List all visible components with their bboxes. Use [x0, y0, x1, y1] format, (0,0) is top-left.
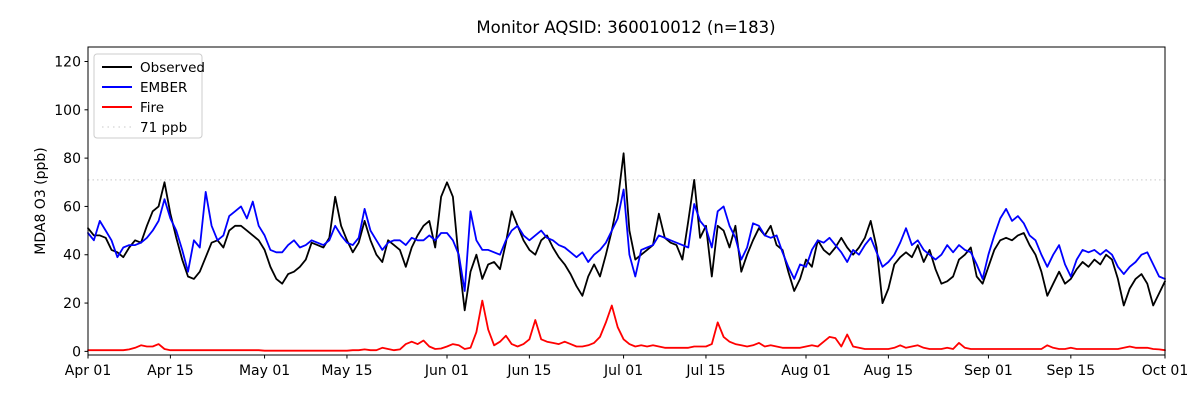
legend-label-threshold: 71 ppb — [140, 120, 187, 136]
x-tick-label: Aug 01 — [781, 363, 831, 379]
x-tick-label: Apr 15 — [147, 363, 193, 379]
series-line-ember — [87, 188, 1166, 292]
x-tick-label: Sep 01 — [964, 363, 1013, 379]
x-tick-label: May 15 — [321, 363, 372, 379]
y-tick-label: 0 — [72, 344, 81, 360]
series-layer — [87, 152, 1166, 352]
x-tick-label: Apr 01 — [65, 363, 111, 379]
legend-label-fire: Fire — [140, 100, 164, 116]
y-tick-label: 40 — [63, 248, 81, 264]
y-tick-label: 100 — [54, 103, 81, 119]
y-tick-label: 120 — [54, 54, 81, 70]
x-tick-label: Oct 01 — [1142, 363, 1188, 379]
x-tick-label: Jul 01 — [603, 363, 643, 379]
x-tick-label: Sep 15 — [1047, 363, 1096, 379]
y-tick-label: 60 — [63, 199, 81, 215]
series-line-observed — [87, 152, 1166, 312]
axis-ticks-layer: 0 20 40 60 80 100 120 Apr 01 Apr 15 May 01 May 15 J… — [54, 54, 1188, 379]
y-tick-label: 20 — [63, 296, 81, 312]
y-axis-label: MDA8 O3 (ppb) — [33, 147, 49, 255]
x-tick-label: May 01 — [239, 363, 290, 379]
chart-title: Monitor AQSID: 360010012 (n=183) — [476, 18, 775, 37]
x-tick-label: Aug 15 — [864, 363, 914, 379]
x-tick-label: Jun 15 — [506, 363, 551, 379]
legend-label-ember: EMBER — [140, 80, 187, 96]
legend-box — [93, 53, 203, 139]
x-tick-label: Jun 01 — [424, 363, 469, 379]
series-line-fire — [87, 299, 1166, 352]
legend: Observed EMBER Fire 71 ppb — [93, 53, 205, 139]
y-tick-label: 80 — [63, 151, 81, 167]
legend-label-observed: Observed — [140, 60, 205, 76]
x-tick-label: Jul 15 — [685, 363, 725, 379]
plot-frame — [87, 46, 1166, 356]
